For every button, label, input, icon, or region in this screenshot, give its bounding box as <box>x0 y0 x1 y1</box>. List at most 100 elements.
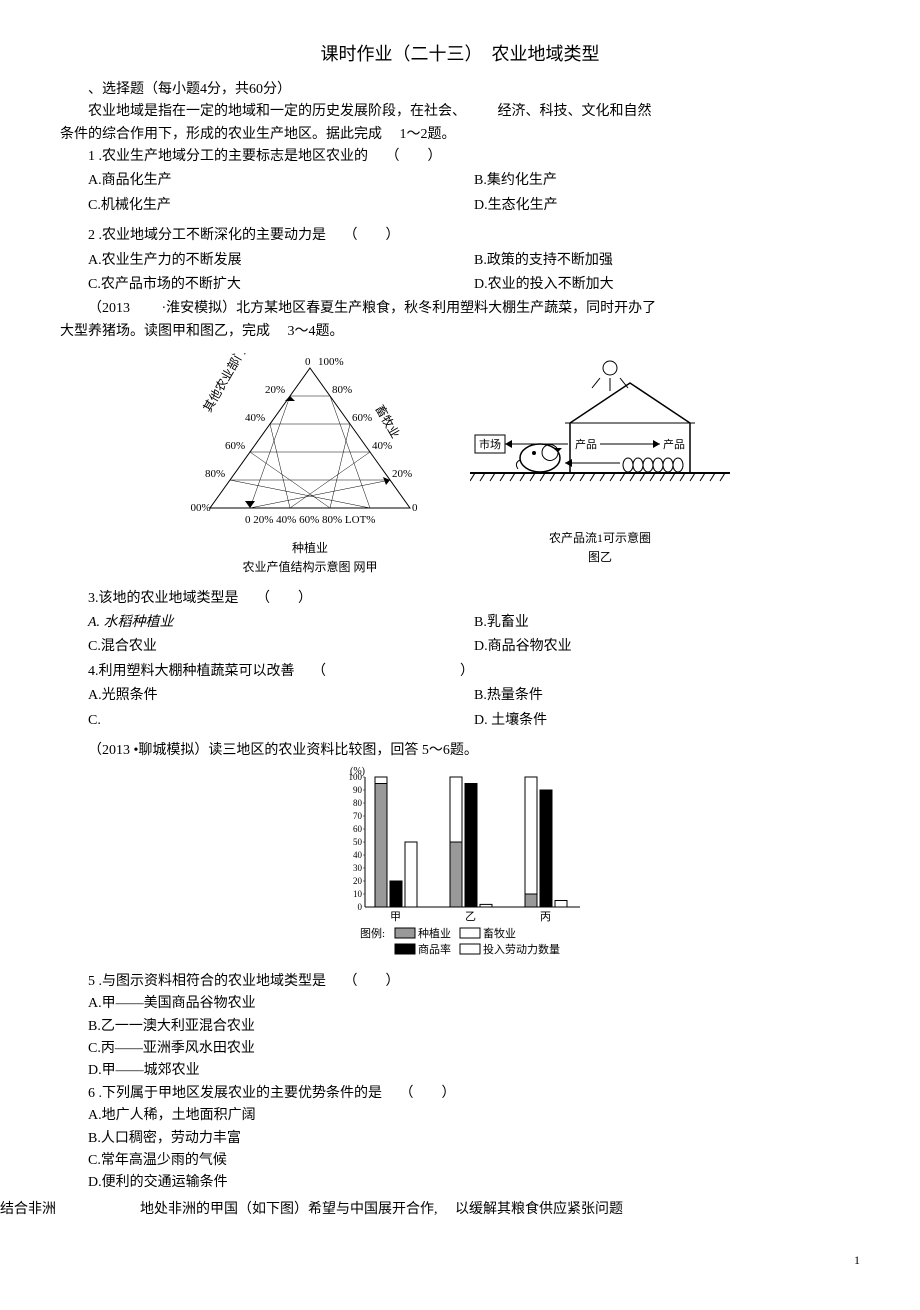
opt-c: C.机械化生产 <box>88 195 474 217</box>
legend: 畜牧业 <box>483 926 516 940</box>
page-number: 1 <box>60 1251 860 1270</box>
opt-c: C.常年高温少雨的气候 <box>60 1150 860 1172</box>
options-row: C. D. 土壤条件 <box>60 710 860 732</box>
opt-d: D.生态化生产 <box>474 195 860 217</box>
x-ticks: 0 20% 40% 60% 80% LOT% <box>245 514 375 526</box>
tick: 10 <box>353 889 363 899</box>
opt-d: D.甲——城郊农业 <box>60 1060 860 1082</box>
paren: （ <box>312 664 326 679</box>
caption: 农业产值结构示意图 网甲 <box>190 558 430 577</box>
tick: 80 <box>353 798 363 808</box>
paren: （ ） <box>344 228 400 243</box>
tick: 60% <box>352 412 372 424</box>
cat: 丙 <box>540 911 551 923</box>
opt-a: A.地广人稀，土地面积广阔 <box>60 1105 860 1127</box>
text: 大型养猪场。读图甲和图乙，完成 <box>60 324 270 339</box>
tick: 90 <box>353 785 363 795</box>
opt-c: C.农产品市场的不断扩大 <box>88 274 474 296</box>
opt-b: B.乙一一澳大利亚混合农业 <box>60 1016 860 1038</box>
barchart-svg: (%) 0 10 20 30 40 50 60 70 80 90 100 甲 <box>320 762 600 962</box>
section-heading: 、选择题（每小题4分，共60分） <box>60 79 860 101</box>
tick: 70 <box>353 811 363 821</box>
tick: 20 <box>353 876 363 886</box>
options-row: C.混合农业 D.商品谷物农业 <box>60 636 860 658</box>
tick: 100 <box>349 772 363 782</box>
q-text: 5 .与图示资料相符合的农业地域类型是 <box>88 974 326 989</box>
caption: 图乙 <box>470 548 730 567</box>
triangle-svg: 0 100% 20% 40% 60% 80% 100% 80% 60% 40% … <box>190 353 430 533</box>
opt-c: C.混合农业 <box>88 636 474 658</box>
intro-text: （2013 •聊城模拟）读三地区的农业资料比较图，回答 5〜6题。 <box>60 740 860 762</box>
text: （2013 <box>88 301 130 316</box>
options-row: C.机械化生产 D.生态化生产 <box>60 195 860 217</box>
tick: 60 <box>353 824 363 834</box>
opt-c: C. <box>88 710 474 732</box>
question-6: 6 .下列属于甲地区发展农业的主要优势条件的是 （ ） <box>60 1083 860 1105</box>
q-text: 3.该地的农业地域类型是 <box>88 591 239 606</box>
intro-text: 条件的综合作用下，形成的农业生产地区。据此完成 1〜2题。 <box>60 124 860 146</box>
tick: 100% <box>318 356 344 368</box>
legend: 商品率 <box>418 942 451 956</box>
text: 地处非洲的甲国（如下图）希望与中国展开合作, <box>140 1202 438 1217</box>
intro-text: 大型养猪场。读图甲和图乙，完成 3〜4题。 <box>60 321 860 343</box>
africa-line: 结合非洲 地处非洲的甲国（如下图）希望与中国展开合作, 以缓解其粮食供应紧张问题 <box>60 1199 860 1221</box>
legend-label: 图例: <box>360 926 385 940</box>
figures-row: 0 100% 20% 40% 60% 80% 100% 80% 60% 40% … <box>60 353 860 578</box>
opt-a: A.商品化生产 <box>88 170 474 192</box>
barchart-figure: (%) 0 10 20 30 40 50 60 70 80 90 100 甲 <box>60 762 860 970</box>
tick: 20% <box>265 384 285 396</box>
paren: （ ） <box>256 591 312 606</box>
tick: 20% <box>392 468 412 480</box>
text: ·淮安模拟）北方某地区春夏生产粮食，秋冬利用塑料大棚生产蔬菜，同时开办了 <box>162 301 657 316</box>
intro-text: 农业地域是指在一定的地域和一定的历史发展阶段，在社会、 经济、科技、文化和自然 <box>60 101 860 123</box>
tick: 0 <box>305 356 311 368</box>
tick: 40% <box>245 412 265 424</box>
tick: 40 <box>353 850 363 860</box>
caption: 种植业 <box>190 539 430 558</box>
q-text: 1 .农业生产地域分工的主要标志是地区农业的 <box>88 149 368 164</box>
opt-d: D.商品谷物农业 <box>474 636 860 658</box>
legend: 投入劳动力数量 <box>483 942 560 956</box>
question-1: 1 .农业生产地域分工的主要标志是地区农业的 （ ） <box>60 146 860 168</box>
options-row: A.商品化生产 B.集约化生产 <box>60 170 860 192</box>
axis-label: 其他农业部门 <box>200 353 249 415</box>
cat: 乙 <box>465 910 476 923</box>
tick: 0 <box>412 502 418 514</box>
q-text: 4.利用塑料大棚种植蔬菜可以改善 <box>88 664 295 679</box>
opt-d: D.便利的交通运输条件 <box>60 1172 860 1194</box>
opt-b: B.人口稠密，劳动力丰富 <box>60 1128 860 1150</box>
opt-c: C.丙——亚洲季风水田农业 <box>60 1038 860 1060</box>
tick: 80% <box>205 468 225 480</box>
margin-text: 结合非洲 <box>0 1199 56 1221</box>
axis-label: 畜牧业 <box>372 402 403 441</box>
q-text: 6 .下列属于甲地区发展农业的主要优势条件的是 <box>88 1086 382 1101</box>
options-row: A. 水稻种植业 B.乳畜业 <box>60 612 860 634</box>
paren: （ ） <box>400 1086 456 1101</box>
opt-b: B.集约化生产 <box>474 170 860 192</box>
market-label: 市场 <box>479 437 501 451</box>
tick: 50 <box>353 837 363 847</box>
opt-b: B.热量条件 <box>474 685 860 707</box>
q-text: 2 .农业地域分工不断深化的主要动力是 <box>88 228 326 243</box>
question-2: 2 .农业地域分工不断深化的主要动力是 （ ） <box>60 225 860 247</box>
flow-figure: 市场 产品 产品 农产品流1可示意圈 图乙 <box>470 353 730 578</box>
opt-d: D.农业的投入不断加大 <box>474 274 860 296</box>
text: 1〜2题。 <box>400 127 456 142</box>
question-4: 4.利用塑料大棚种植蔬菜可以改善 （ ） <box>60 661 860 683</box>
opt-a: A.农业生产力的不断发展 <box>88 250 474 272</box>
text: 农业地域是指在一定的地域和一定的历史发展阶段，在社会、 <box>88 104 466 119</box>
opt-a: A.光照条件 <box>88 685 474 707</box>
tick: 40% <box>372 440 392 452</box>
tick: 0 <box>358 902 363 912</box>
options-row: A.光照条件 B.热量条件 <box>60 685 860 707</box>
opt-a: A.甲——美国商品谷物农业 <box>60 993 860 1015</box>
legend: 种植业 <box>418 926 451 940</box>
page-title: 课时作业（二十三） 农业地域类型 <box>60 40 860 69</box>
tick: 80% <box>332 384 352 396</box>
product-label: 产品 <box>575 437 597 451</box>
text: 经济、科技、文化和自然 <box>498 104 652 119</box>
paren: （ ） <box>344 974 400 989</box>
tick: 30 <box>353 863 363 873</box>
options-row: A.农业生产力的不断发展 B.政策的支持不断加强 <box>60 250 860 272</box>
question-5: 5 .与图示资料相符合的农业地域类型是 （ ） <box>60 971 860 993</box>
